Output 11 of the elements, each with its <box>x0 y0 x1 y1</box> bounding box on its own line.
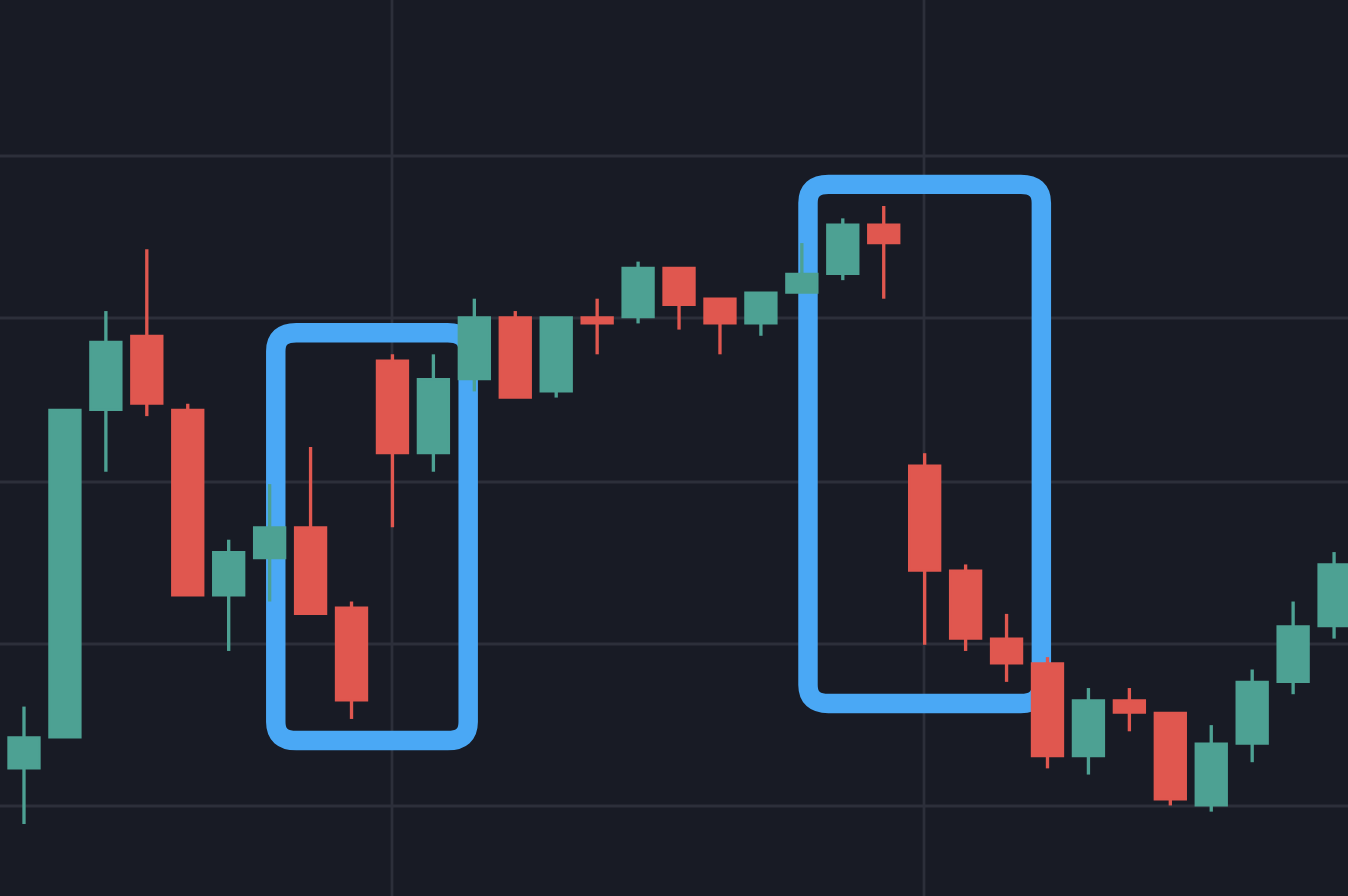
candlestick <box>7 704 41 824</box>
candlestick <box>212 538 246 653</box>
candlestick <box>867 206 901 301</box>
candlestick <box>662 266 696 332</box>
candlestick <box>744 290 778 338</box>
candlestick <box>785 241 819 295</box>
candlestick <box>252 482 287 604</box>
candlestick <box>580 297 614 356</box>
candlestick <box>703 297 737 356</box>
candlestick <box>1112 686 1147 733</box>
candlestick <box>989 612 1024 684</box>
